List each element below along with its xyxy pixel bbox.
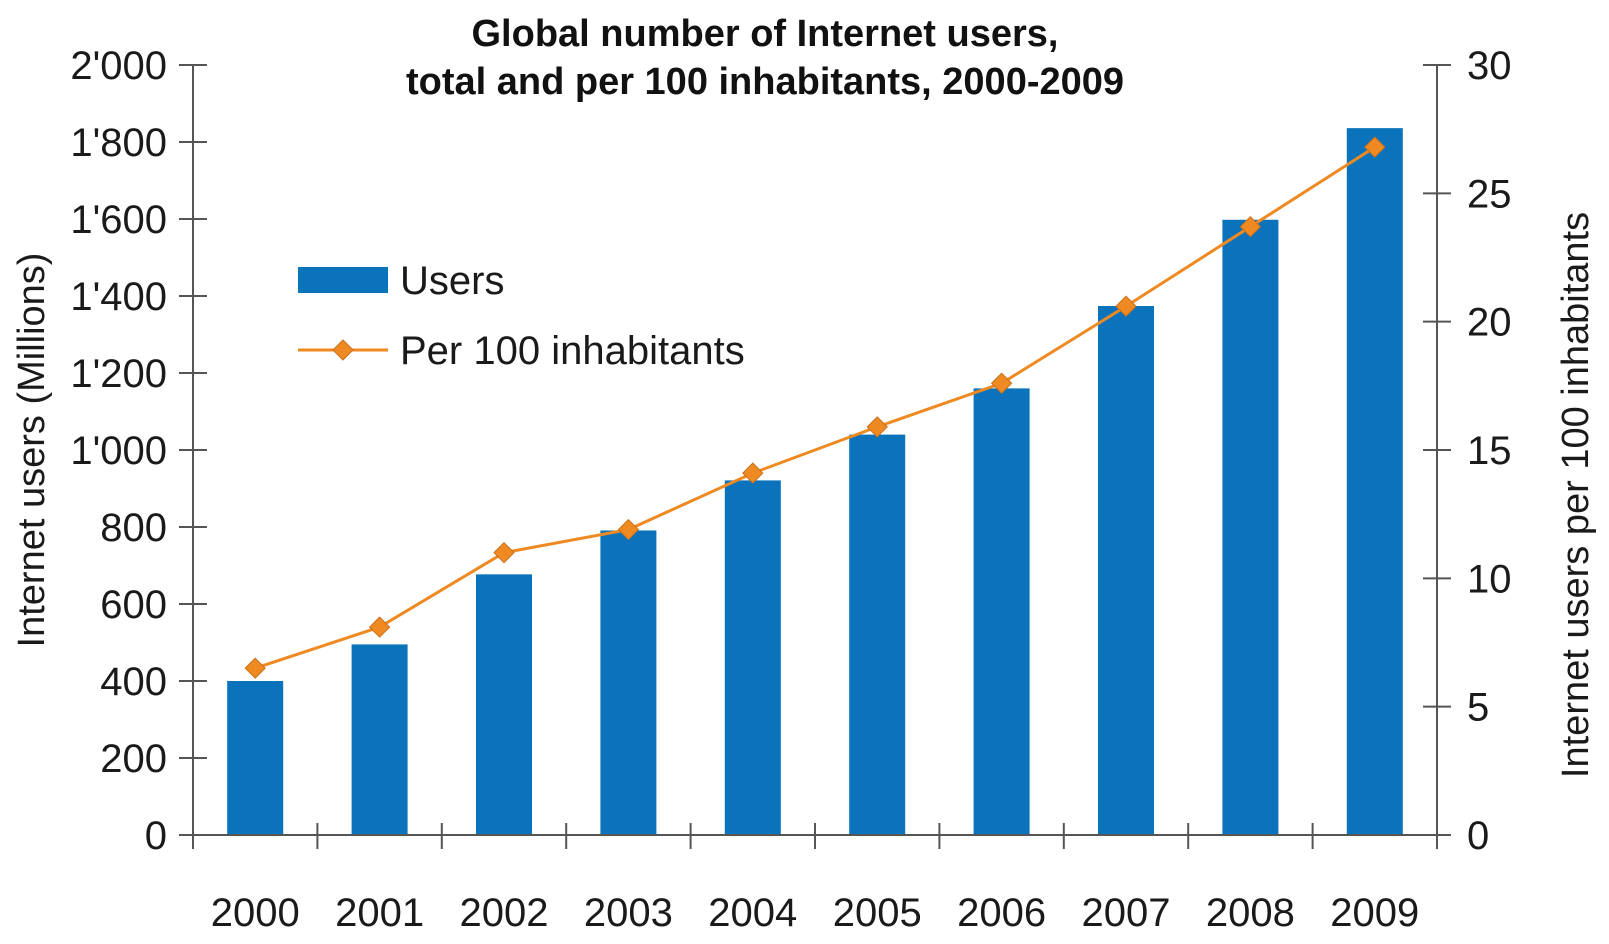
chart-title-line-2: total and per 100 inhabitants, 2000-2009 bbox=[406, 61, 1124, 103]
axes-layer bbox=[179, 64, 1451, 849]
y-right-tick-label: 5 bbox=[1467, 686, 1489, 730]
y-left-tick-label: 0 bbox=[145, 814, 167, 858]
y-axis-right-label: Internet users per 100 inhabitants bbox=[1555, 212, 1597, 778]
x-tick-label-2007: 2007 bbox=[1082, 891, 1171, 935]
bar-users-2007 bbox=[1098, 306, 1154, 835]
y-left-tick-label: 2'000 bbox=[70, 44, 167, 88]
y-right-tick-label: 0 bbox=[1467, 814, 1489, 858]
y-left-tick-label: 200 bbox=[100, 737, 167, 781]
bar-users-2009 bbox=[1346, 128, 1403, 835]
x-tick-label-2002: 2002 bbox=[460, 891, 549, 935]
y-right-tick-label: 10 bbox=[1467, 557, 1512, 601]
tick-labels-layer: 02004006008001'0001'2001'4001'6001'8002'… bbox=[70, 44, 1511, 935]
marker-per-100-2000 bbox=[244, 657, 266, 679]
marker-per-100-2007 bbox=[1115, 295, 1137, 317]
x-tick-label-2000: 2000 bbox=[211, 891, 300, 935]
y-left-tick-label: 1'000 bbox=[70, 429, 167, 473]
legend-label-per-100: Per 100 inhabitants bbox=[400, 329, 745, 373]
legend-swatch-users bbox=[298, 267, 388, 293]
marker-per-100-2005 bbox=[866, 416, 888, 438]
marker-per-100-2009 bbox=[1364, 136, 1386, 158]
bar-users-2005 bbox=[849, 434, 906, 835]
bar-users-2008 bbox=[1222, 219, 1279, 835]
x-tick-label-2005: 2005 bbox=[833, 891, 922, 935]
marker-per-100-2008 bbox=[1239, 215, 1262, 238]
y-right-tick-label: 30 bbox=[1467, 44, 1512, 88]
y-left-tick-label: 1'600 bbox=[70, 198, 167, 242]
x-tick-label-2001: 2001 bbox=[335, 891, 424, 935]
bar-users-2006 bbox=[973, 388, 1030, 835]
legend: Users Per 100 inhabitants bbox=[298, 259, 745, 373]
bar-users-2001 bbox=[351, 644, 408, 835]
bar-users-2003 bbox=[600, 530, 657, 835]
marker-per-100-2004 bbox=[742, 462, 764, 484]
line-per-100-inhabitants bbox=[254, 145, 1376, 670]
legend-label-users: Users bbox=[400, 259, 504, 303]
bar-users-2004 bbox=[724, 480, 781, 835]
x-tick-label-2006: 2006 bbox=[957, 891, 1046, 935]
y-left-tick-label: 1'200 bbox=[70, 352, 167, 396]
bars-layer bbox=[227, 128, 1403, 835]
x-tick-label-2003: 2003 bbox=[584, 891, 673, 935]
bar-users-2000 bbox=[227, 681, 284, 835]
line-layer bbox=[244, 136, 1386, 679]
legend-swatch-per-100-marker bbox=[332, 339, 354, 361]
y-right-tick-label: 20 bbox=[1467, 301, 1512, 345]
bar-users-2002 bbox=[476, 574, 532, 835]
x-tick-label-2004: 2004 bbox=[708, 891, 797, 935]
marker-per-100-2003 bbox=[617, 518, 640, 541]
marker-per-100-2006 bbox=[990, 372, 1013, 394]
y-left-tick-label: 1'400 bbox=[70, 275, 167, 319]
y-left-tick-label: 1'800 bbox=[70, 121, 167, 165]
y-right-tick-label: 25 bbox=[1467, 172, 1512, 216]
y-axis-left-label: Internet users (Millions) bbox=[11, 253, 53, 648]
marker-per-100-2002 bbox=[493, 541, 515, 564]
x-tick-label-2009: 2009 bbox=[1330, 891, 1419, 935]
marker-per-100-2001 bbox=[368, 616, 391, 638]
y-left-tick-label: 400 bbox=[100, 660, 167, 704]
y-left-tick-label: 800 bbox=[100, 506, 167, 550]
y-left-tick-label: 600 bbox=[100, 583, 167, 627]
y-right-tick-label: 15 bbox=[1467, 429, 1512, 473]
chart-title-line-1: Global number of Internet users, bbox=[472, 13, 1059, 55]
x-tick-label-2008: 2008 bbox=[1206, 891, 1295, 935]
